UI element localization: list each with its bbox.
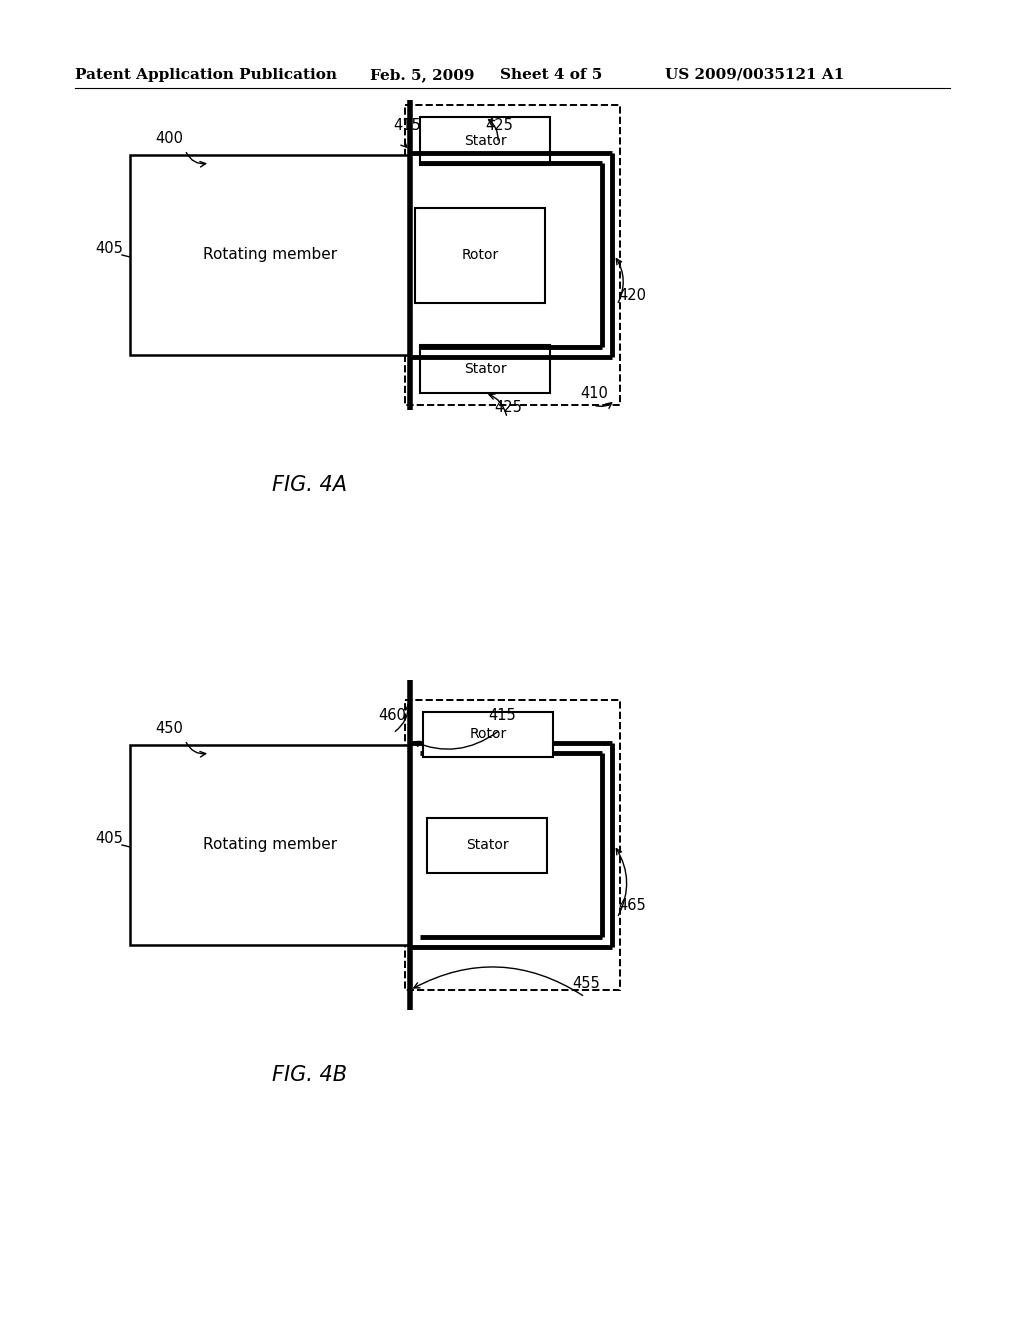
Text: Rotating member: Rotating member — [203, 248, 337, 263]
Text: Sheet 4 of 5: Sheet 4 of 5 — [500, 69, 602, 82]
Text: Rotor: Rotor — [469, 727, 507, 742]
Bar — [130, 154, 410, 355]
Bar — [427, 817, 547, 873]
Text: Patent Application Publication: Patent Application Publication — [75, 69, 337, 82]
Text: 460: 460 — [378, 708, 406, 723]
Text: 465: 465 — [618, 898, 646, 913]
Bar — [420, 345, 550, 393]
Text: 415: 415 — [488, 708, 516, 723]
Text: Stator: Stator — [464, 362, 506, 376]
Text: 420: 420 — [618, 288, 646, 304]
Text: Rotor: Rotor — [462, 248, 499, 261]
Text: 410: 410 — [580, 385, 608, 401]
Bar — [406, 700, 620, 990]
Text: FIG. 4B: FIG. 4B — [272, 1065, 347, 1085]
Text: FIG. 4A: FIG. 4A — [272, 475, 347, 495]
Text: 450: 450 — [155, 721, 183, 737]
Text: Feb. 5, 2009: Feb. 5, 2009 — [370, 69, 474, 82]
Text: 425: 425 — [485, 117, 513, 133]
Text: US 2009/0035121 A1: US 2009/0035121 A1 — [665, 69, 845, 82]
Text: 425: 425 — [494, 400, 522, 414]
Bar — [415, 207, 545, 302]
Text: 400: 400 — [155, 131, 183, 147]
Bar — [130, 744, 410, 945]
Text: 405: 405 — [95, 242, 123, 256]
Text: 415: 415 — [393, 117, 421, 133]
Text: 405: 405 — [95, 832, 123, 846]
Text: 455: 455 — [572, 975, 600, 991]
Text: Stator: Stator — [464, 135, 506, 148]
Bar — [406, 106, 620, 405]
Text: Rotating member: Rotating member — [203, 837, 337, 853]
Text: Stator: Stator — [466, 838, 508, 851]
Bar — [420, 117, 550, 165]
Bar — [423, 711, 553, 756]
